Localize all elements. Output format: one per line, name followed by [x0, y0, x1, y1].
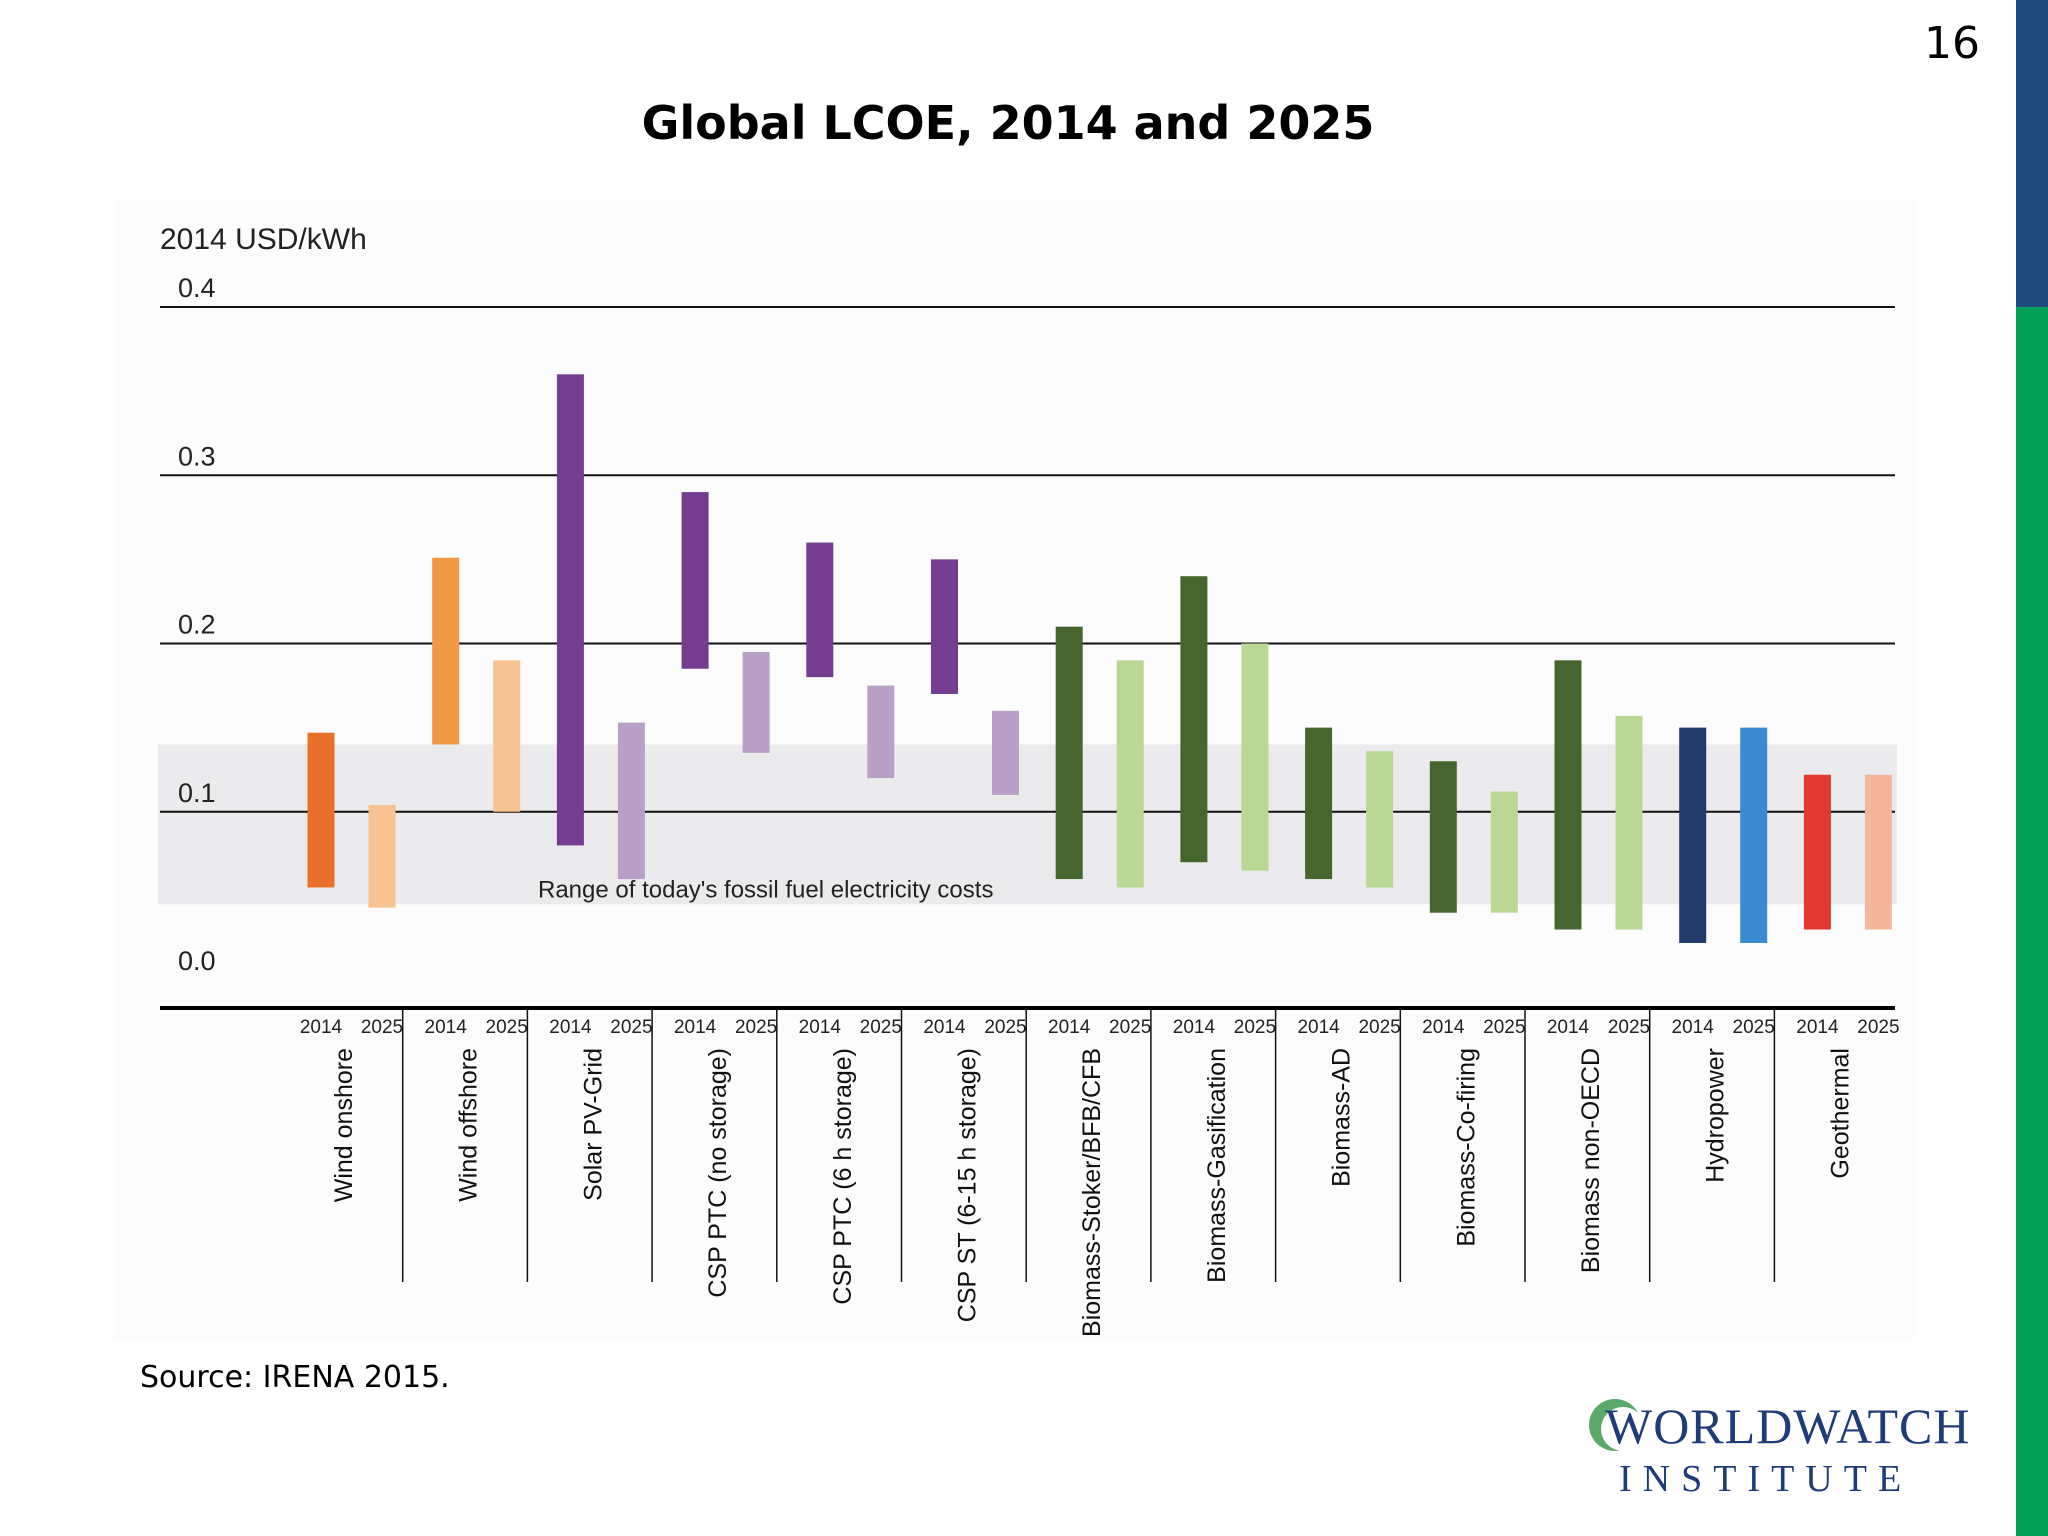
bar-2014: [1055, 626, 1083, 880]
x-year-label: 2025: [1234, 1017, 1276, 1038]
y-axis-label: 2014 USD/kWh: [160, 223, 367, 256]
bar-2025: [742, 651, 770, 753]
bar-2025: [1740, 727, 1768, 943]
category-label: Biomass-Stoker/BFB/CFB: [1078, 1048, 1106, 1337]
bar-2014: [1803, 774, 1831, 930]
y-tick-label: 0.0: [178, 946, 216, 976]
bar-2014: [1679, 727, 1707, 943]
bar-2025: [992, 710, 1019, 795]
bar-2014: [931, 559, 958, 694]
bar-2025: [1241, 643, 1269, 871]
bar-2025: [1615, 715, 1643, 930]
y-tick-label: 0.3: [178, 441, 216, 471]
category-label: CSP ST (6-15 h storage): [954, 1048, 982, 1322]
x-year-label: 2014: [799, 1017, 842, 1038]
slide-title: Global LCOE, 2014 and 2025: [641, 96, 1375, 150]
category-label: Hydropower: [1702, 1048, 1730, 1183]
bar-2025: [1366, 751, 1394, 888]
source-note: Source: IRENA 2015.: [140, 1360, 450, 1395]
logo-line-2: INSTITUTE: [1619, 1458, 1913, 1500]
x-year-label: 2014: [674, 1017, 717, 1038]
bar-2025: [493, 660, 521, 812]
category-label: Solar PV-Grid: [579, 1048, 607, 1201]
category-label: Wind onshore: [330, 1048, 358, 1202]
x-year-label: 2025: [1109, 1017, 1151, 1038]
x-year-label: 2014: [1796, 1017, 1839, 1038]
category-label: Biomass-Gasification: [1203, 1048, 1231, 1283]
x-year-label: 2014: [1173, 1017, 1216, 1038]
bar-2025: [1864, 774, 1892, 930]
x-year-label: 2025: [1608, 1017, 1650, 1038]
bar-2014: [1180, 576, 1208, 863]
x-year-label: 2025: [1733, 1017, 1775, 1038]
x-year-label: 2014: [300, 1017, 343, 1038]
x-year-label: 2014: [1547, 1017, 1590, 1038]
x-year-label: 2025: [1483, 1017, 1525, 1038]
x-year-label: 2025: [984, 1017, 1026, 1038]
category-label: CSP PTC (6 h storage): [829, 1048, 857, 1305]
x-year-label: 2014: [1422, 1017, 1465, 1038]
x-year-label: 2025: [1358, 1017, 1400, 1038]
x-year-label: 2014: [1672, 1017, 1715, 1038]
slide-number: 16: [1924, 18, 1980, 69]
x-year-label: 2025: [735, 1017, 777, 1038]
x-year-label: 2014: [425, 1017, 468, 1038]
bar-2025: [867, 685, 895, 779]
x-year-label: 2014: [1048, 1017, 1091, 1038]
category-label: Biomass-AD: [1328, 1048, 1356, 1187]
bar-2025: [1490, 791, 1518, 913]
category-label: Geothermal: [1826, 1048, 1854, 1179]
bar-2014: [806, 542, 834, 678]
bar-2014: [681, 492, 709, 669]
bar-2025: [368, 805, 396, 908]
x-year-label: 2025: [361, 1017, 403, 1038]
fossil-cost-band: [158, 744, 1897, 905]
worldwatch-logo: WORLDWATCH INSTITUTE: [1585, 1395, 1970, 1515]
x-year-label: 2025: [1857, 1017, 1899, 1038]
globe-icon: [1589, 1399, 1645, 1451]
bar-2014: [432, 557, 460, 745]
x-year-label: 2025: [610, 1017, 652, 1038]
category-label: CSP PTC (no storage): [704, 1048, 732, 1298]
bar-2025: [617, 722, 645, 880]
bar-2014: [1305, 727, 1333, 880]
accent-bar-top: [2016, 0, 2048, 307]
x-year-label: 2014: [923, 1017, 966, 1038]
x-year-label: 2014: [1297, 1017, 1340, 1038]
category-label: Biomass-Co-firing: [1452, 1048, 1480, 1247]
bar-2014: [556, 374, 584, 846]
category-label: Wind offshore: [455, 1048, 483, 1202]
x-year-label: 2025: [486, 1017, 528, 1038]
bar-2014: [307, 732, 335, 888]
y-tick-label: 0.1: [178, 778, 216, 808]
y-tick-label: 0.4: [178, 273, 216, 303]
y-tick-label: 0.2: [178, 610, 216, 640]
lcoe-range-chart: 0.0 0.1 0.2 0.3 0.4 2014 USD/kWh Range of toda…: [158, 223, 1900, 1337]
chart-panel: 0.0 0.1 0.2 0.3 0.4 2014 USD/kWh Range of toda…: [115, 200, 1915, 1340]
fossil-band-annotation: Range of today's fossil fuel electricity…: [538, 876, 993, 903]
logo-line-1: WORLDWATCH: [1605, 1398, 1971, 1454]
accent-bar-bottom: [2016, 307, 2048, 1536]
bar-2025: [1116, 660, 1144, 888]
x-year-label: 2025: [860, 1017, 902, 1038]
category-label: Biomass non-OECD: [1577, 1048, 1605, 1273]
x-year-label: 2014: [549, 1017, 592, 1038]
bar-2014: [1554, 660, 1582, 930]
bar-2014: [1429, 761, 1457, 913]
